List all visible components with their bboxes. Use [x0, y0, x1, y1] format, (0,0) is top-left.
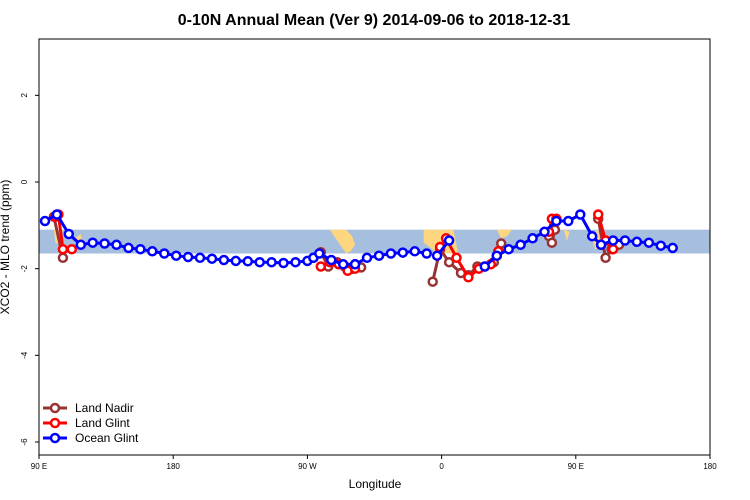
data-point-ocean-glint	[607, 235, 619, 246]
data-point-land-nadir	[546, 237, 558, 248]
data-point-land-nadir	[427, 276, 438, 287]
data-point-ocean-glint	[515, 239, 526, 251]
y-axis-label: XCO2 - MLO trend (ppm)	[0, 180, 12, 315]
data-point-ocean-glint	[491, 250, 503, 261]
data-point-ocean-glint	[147, 246, 158, 257]
data-point-ocean-glint	[575, 209, 586, 220]
x-tick-label: 90 E	[31, 462, 47, 471]
data-point-ocean-glint	[667, 242, 678, 254]
data-point-land-nadir	[600, 252, 611, 264]
x-tick-label: 0	[439, 462, 444, 471]
legend-label: Ocean Glint	[75, 431, 139, 445]
data-point-ocean-glint	[655, 240, 667, 251]
data-point-ocean-glint	[479, 261, 491, 272]
data-point-ocean-glint	[51, 209, 63, 220]
data-point-ocean-glint	[194, 252, 206, 264]
data-point-ocean-glint	[586, 230, 598, 242]
data-point-ocean-glint	[503, 243, 514, 255]
data-point-ocean-glint	[135, 243, 146, 255]
data-point-ocean-glint	[218, 254, 230, 266]
data-point-ocean-glint	[63, 228, 75, 240]
y-tick-label: 0	[20, 179, 29, 184]
y-tick-label: -4	[20, 351, 29, 359]
data-point-ocean-glint	[385, 248, 397, 259]
data-point-ocean-glint	[182, 251, 194, 263]
data-point-land-nadir	[443, 256, 455, 268]
data-point-ocean-glint	[230, 255, 242, 267]
legend-label: Land Glint	[75, 416, 130, 430]
x-tick-label: 180	[167, 462, 181, 471]
data-point-land-nadir	[57, 252, 69, 264]
legend-item-land-nadir: Land Nadir	[43, 401, 134, 415]
data-point-ocean-glint	[111, 239, 122, 251]
x-axis: 90 E 180 90 W 0 90 E 180	[31, 455, 717, 471]
data-point-ocean-glint	[278, 257, 289, 269]
legend-swatch-marker	[49, 417, 61, 429]
land-americas	[329, 229, 356, 254]
data-point-ocean-glint	[314, 248, 325, 259]
data-point-ocean-glint	[551, 215, 562, 227]
data-point-ocean-glint	[527, 233, 538, 244]
data-point-land-glint	[57, 243, 69, 255]
y-axis: 2 0 -2 -4 -6	[20, 93, 39, 446]
data-point-land-glint	[315, 261, 327, 272]
data-point-ocean-glint	[539, 226, 550, 238]
data-point-ocean-glint	[421, 248, 432, 259]
data-point-ocean-glint	[39, 215, 51, 227]
legend-swatch-marker	[49, 402, 61, 414]
data-point-ocean-glint	[373, 250, 385, 261]
x-tick-label: 90 W	[298, 462, 317, 471]
x-tick-label: 90 E	[568, 462, 584, 471]
data-point-ocean-glint	[75, 239, 87, 251]
data-point-ocean-glint	[409, 246, 421, 257]
data-point-ocean-glint	[159, 248, 170, 259]
series-layer	[39, 209, 678, 287]
data-point-ocean-glint	[123, 242, 134, 254]
data-point-ocean-glint	[266, 256, 277, 268]
legend-item-land-glint: Land Glint	[43, 416, 130, 430]
legend-label: Land Nadir	[75, 401, 134, 415]
x-tick-label: 180	[703, 462, 717, 471]
data-point-ocean-glint	[397, 247, 409, 258]
y-tick-label: 2	[20, 93, 29, 98]
chart-title: 0-10N Annual Mean (Ver 9) 2014-09-06 to …	[178, 12, 571, 29]
data-point-ocean-glint	[99, 238, 110, 249]
data-point-ocean-glint	[290, 256, 301, 268]
data-point-ocean-glint	[595, 239, 607, 251]
legend-item-ocean-glint: Ocean Glint	[43, 431, 139, 445]
data-point-ocean-glint	[206, 253, 218, 264]
data-point-ocean-glint	[643, 237, 655, 248]
data-point-ocean-glint	[337, 259, 349, 270]
data-point-ocean-glint	[242, 256, 254, 267]
data-point-land-glint	[463, 272, 474, 283]
data-point-ocean-glint	[326, 254, 337, 266]
data-point-ocean-glint	[563, 215, 574, 227]
land-horn-of-africa	[496, 229, 512, 239]
y-tick-label: -2	[20, 265, 29, 273]
data-point-land-glint	[451, 252, 462, 264]
plot-frame	[38, 38, 711, 456]
data-point-ocean-glint	[349, 259, 361, 270]
data-point-ocean-glint	[254, 256, 265, 268]
data-point-land-glint	[66, 243, 78, 255]
data-point-ocean-glint	[631, 236, 643, 248]
data-point-land-glint	[592, 209, 604, 220]
data-point-ocean-glint	[619, 235, 631, 246]
data-point-ocean-glint	[361, 252, 373, 264]
data-point-ocean-glint	[443, 235, 455, 246]
data-point-ocean-glint	[431, 250, 443, 261]
data-point-ocean-glint	[87, 237, 98, 248]
y-tick-label: -6	[20, 438, 29, 446]
series-ocean-glint	[39, 209, 678, 272]
legend-swatch-marker	[49, 432, 61, 444]
data-point-land-glint	[607, 243, 619, 255]
x-axis-label: Longitude	[349, 477, 402, 491]
data-point-ocean-glint	[170, 250, 182, 261]
land-se-asia-right-1	[563, 229, 570, 241]
